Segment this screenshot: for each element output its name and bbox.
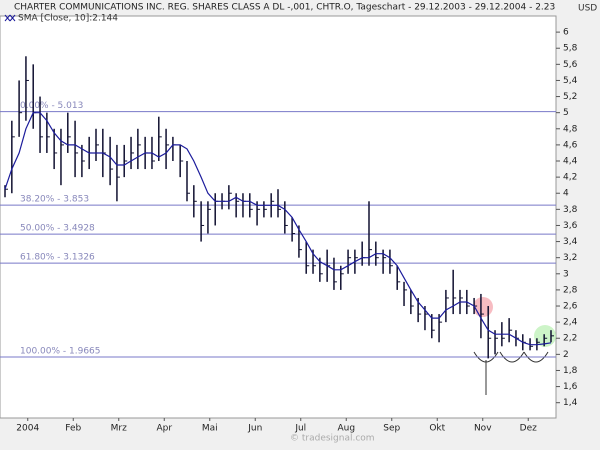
x-tick-label: Okt	[429, 424, 445, 434]
x-tick-label: Aug	[337, 424, 355, 434]
y-tick-label: 2,8	[563, 285, 578, 295]
y-tick-label: 5,2	[563, 92, 577, 102]
y-tick-label: 2,2	[563, 334, 577, 344]
y-tick-label: 4,2	[563, 173, 577, 183]
y-tick-label: 4,8	[563, 124, 578, 134]
x-tick-label: Nov	[474, 424, 492, 434]
y-tick-label: 1,8	[563, 366, 578, 376]
y-tick-label: 4	[563, 189, 569, 199]
chart-title: CHARTER COMMUNICATIONS INC. REG. SHARES …	[14, 3, 555, 13]
sma-line	[4, 112, 552, 346]
fib-label: 100.00% - 1.9665	[20, 347, 101, 357]
y-tick-label: 1,6	[563, 382, 578, 392]
y-tick-label: 5,6	[563, 60, 578, 70]
x-tick-label: Feb	[65, 424, 81, 434]
x-tick-label: Jul	[294, 424, 306, 434]
y-tick-label: 3	[563, 269, 569, 279]
y-tick-label: 3,8	[563, 205, 578, 215]
x-tick-label: 2004	[16, 424, 39, 434]
currency: USD	[578, 4, 597, 14]
annotation-arcs	[473, 351, 549, 395]
y-tick-label: 2	[563, 350, 569, 360]
y-tick-label: 5	[563, 108, 569, 118]
y-tick-label: 4,4	[563, 157, 578, 167]
y-tick-label: 3,6	[563, 221, 578, 231]
x-tick-label: Dez	[520, 424, 537, 434]
y-tick-label: 6	[563, 28, 569, 38]
fib-label: 38.20% - 3.853	[20, 195, 89, 205]
y-tick-label: 5,4	[563, 76, 578, 86]
y-tick-label: 5,8	[563, 44, 578, 54]
legend-label: SMA [Close, 10]:2.144	[18, 14, 118, 24]
x-tick-label: Mai	[202, 424, 218, 434]
x-tick-label: Apr	[156, 424, 172, 434]
y-tick-label: 3,2	[563, 253, 577, 263]
y-tick-label: 4,6	[563, 140, 578, 150]
y-tick-label: 3,4	[563, 237, 578, 247]
fib-label: 61.80% - 3.1326	[20, 253, 95, 263]
x-tick-label: Jun	[247, 424, 262, 434]
x-tick-label: Sep	[383, 424, 400, 434]
fib-label: 50.00% - 3.4928	[20, 224, 95, 234]
x-tick-label: Mrz	[111, 424, 127, 434]
fib-label: 0.00% - 5.013	[20, 101, 83, 111]
watermark: © tradesignal.com	[290, 434, 375, 444]
y-tick-label: 1,4	[563, 398, 578, 408]
y-tick-label: 2,6	[563, 302, 578, 312]
legend-icon	[4, 14, 16, 22]
y-tick-label: 2,4	[563, 318, 578, 328]
